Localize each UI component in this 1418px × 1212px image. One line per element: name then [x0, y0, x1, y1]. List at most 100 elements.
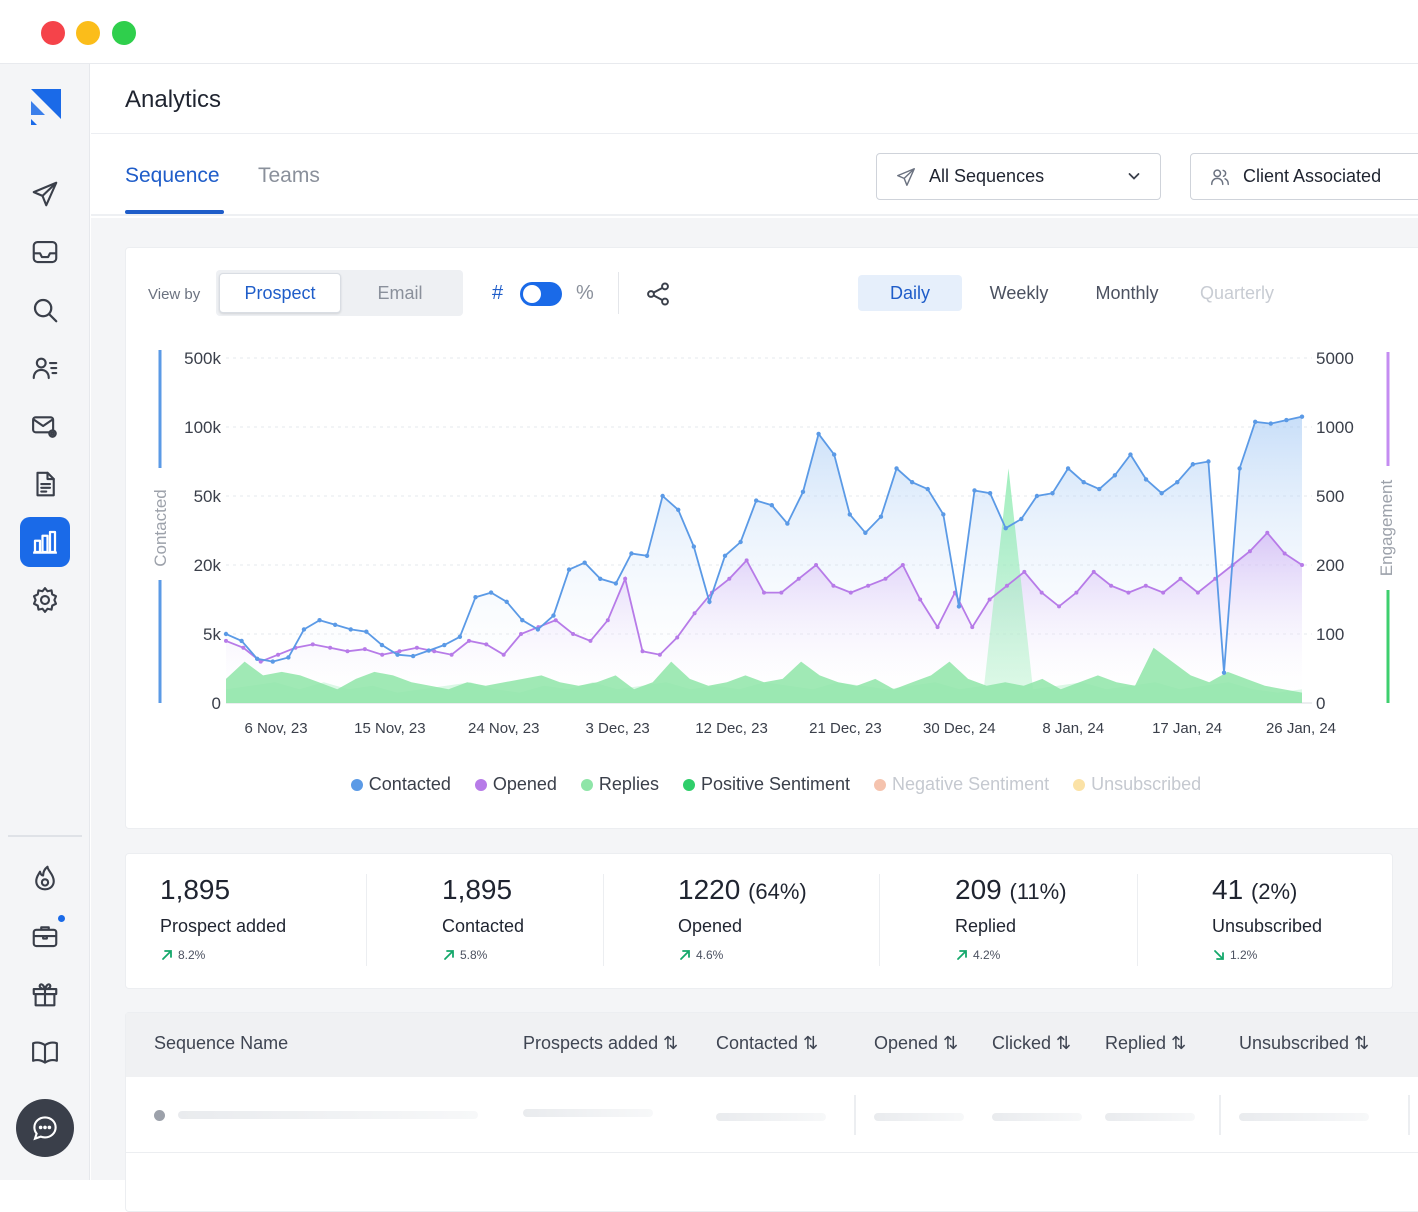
opened-point	[970, 625, 975, 630]
tab-teams[interactable]: Teams	[258, 164, 320, 187]
period-quarterly-button[interactable]: Quarterly	[1199, 282, 1275, 303]
sort-icon[interactable]: ⇅	[663, 1033, 679, 1053]
send-icon[interactable]	[20, 169, 70, 219]
close-window-button[interactable]	[41, 21, 65, 45]
trend-up-icon	[162, 950, 172, 960]
contacted-point	[504, 599, 509, 604]
x-tick-label: 24 Nov, 23	[468, 720, 539, 737]
legend-dot	[1073, 778, 1086, 791]
contacted-point	[909, 480, 915, 485]
stat-delta: 4.2%	[955, 948, 1000, 962]
contacts-icon[interactable]	[20, 343, 70, 393]
contacted-point	[754, 498, 759, 503]
mail-settings-icon[interactable]	[20, 401, 70, 451]
stat-value: 1220 (64%)	[678, 874, 807, 906]
sequence-select[interactable]: All Sequences	[876, 153, 1161, 200]
chat-button[interactable]	[16, 1099, 74, 1157]
contacted-point	[332, 622, 338, 627]
y-left-tick-label: 500k	[184, 349, 221, 368]
column-unsubscribed[interactable]: Unsubscribed ⇅	[1239, 1033, 1369, 1054]
client-select[interactable]: Client Associated	[1190, 153, 1418, 200]
table-row[interactable]	[126, 1077, 1418, 1153]
contacted-point	[769, 503, 774, 508]
column-label: Contacted	[716, 1033, 799, 1053]
legend-item-replies[interactable]: Replies	[580, 774, 659, 795]
sort-icon[interactable]: ⇅	[803, 1033, 819, 1053]
sort-icon[interactable]: ⇅	[1354, 1033, 1370, 1053]
opened-point	[987, 597, 992, 602]
contacted-point	[1097, 486, 1102, 492]
trend-up-icon	[957, 950, 967, 960]
legend-label: Positive Sentiment	[700, 774, 851, 794]
legend-item-unsubscribed[interactable]: Unsubscribed	[1073, 774, 1201, 795]
sort-icon[interactable]: ⇅	[1056, 1033, 1072, 1053]
book-icon[interactable]	[20, 1027, 70, 1077]
stat-delta: 8.2%	[160, 948, 205, 962]
column-opened[interactable]: Opened ⇅	[874, 1033, 958, 1054]
fire-icon[interactable]	[20, 853, 70, 903]
period-daily-button[interactable]: Daily	[858, 275, 962, 311]
opened-point	[380, 652, 385, 657]
loading-placeholder	[1239, 1113, 1369, 1121]
gift-icon[interactable]	[20, 969, 70, 1019]
legend-item-negative-sentiment[interactable]: Negative Sentiment	[874, 774, 1049, 795]
minimize-window-button[interactable]	[76, 21, 100, 45]
legend-item-opened[interactable]: Opened	[474, 774, 557, 795]
sort-icon[interactable]: ⇅	[943, 1033, 959, 1053]
opened-point	[623, 576, 628, 581]
period-monthly-button[interactable]: Monthly	[1095, 282, 1159, 303]
column-sequence-name[interactable]: Sequence Name	[154, 1033, 289, 1053]
column-contacted[interactable]: Contacted ⇅	[716, 1033, 818, 1054]
x-tick-label: 26 Jan, 24	[1266, 720, 1336, 737]
contacted-point	[1019, 516, 1024, 522]
column-separator	[1219, 1095, 1221, 1135]
opened-point	[588, 638, 593, 643]
opened-point	[1178, 576, 1183, 581]
briefcase-icon[interactable]	[20, 911, 70, 961]
contacted-point	[629, 551, 634, 556]
settings-icon[interactable]	[20, 575, 70, 625]
legend-dot	[682, 778, 695, 791]
contacted-point	[379, 642, 385, 648]
tab-sequence[interactable]: Sequence	[125, 164, 220, 187]
legend-item-contacted[interactable]: Contacted	[350, 774, 451, 795]
analytics-icon[interactable]	[20, 517, 70, 567]
contacted-point	[1175, 480, 1180, 485]
contacted-point	[738, 539, 743, 545]
contacted-point	[1003, 526, 1008, 531]
replies-area	[226, 647, 1302, 703]
opened-point	[258, 659, 263, 664]
column-clicked[interactable]: Clicked ⇅	[992, 1033, 1071, 1054]
legend-item-positive-sentiment[interactable]: Positive Sentiment	[682, 774, 851, 795]
brand-logo[interactable]	[20, 80, 70, 130]
document-icon[interactable]	[20, 459, 70, 509]
search-icon[interactable]	[20, 285, 70, 335]
view-by-label: View by	[148, 286, 201, 303]
opened-point	[727, 576, 732, 581]
contacted-point	[644, 553, 650, 558]
sub-navigation: Sequence Teams All Sequences Client Asso…	[91, 138, 1418, 216]
count-percent-toggle[interactable]	[520, 282, 562, 306]
contacted-point	[1143, 477, 1149, 482]
contacted-point	[956, 604, 962, 609]
opened-point	[1265, 530, 1270, 535]
column-separator	[1408, 1095, 1410, 1135]
toolbar-divider	[618, 272, 619, 314]
maximize-window-button[interactable]	[112, 21, 136, 45]
y-right-tick-label: 100	[1316, 625, 1344, 644]
share-icon[interactable]	[644, 280, 672, 308]
trend-up-icon	[680, 950, 690, 960]
y-right-tick-label: 500	[1316, 487, 1344, 506]
inbox-icon[interactable]	[20, 227, 70, 277]
y-right-axis-label: Engagement	[1377, 480, 1396, 577]
column-replied[interactable]: Replied ⇅	[1105, 1033, 1186, 1054]
opened-point	[553, 618, 558, 623]
contacted-point	[348, 627, 353, 632]
view-by-email-button[interactable]: Email	[377, 282, 423, 303]
column-label: Replied	[1105, 1033, 1167, 1053]
view-by-prospect-button[interactable]: Prospect	[219, 273, 341, 313]
contacted-point	[301, 627, 307, 632]
sort-icon[interactable]: ⇅	[1171, 1033, 1187, 1053]
column-prospects-added[interactable]: Prospects added ⇅	[523, 1033, 678, 1054]
period-weekly-button[interactable]: Weekly	[989, 282, 1049, 303]
